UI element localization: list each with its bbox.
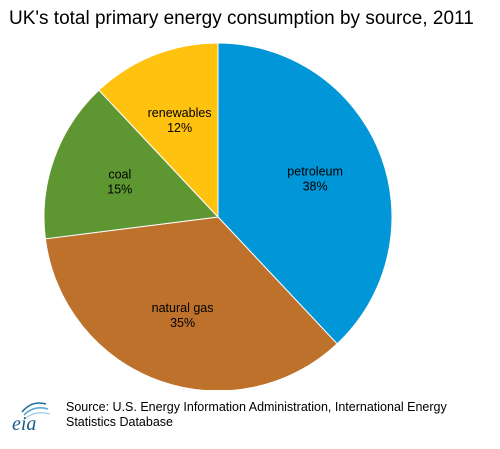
- chart-title: UK's total primary energy consumption by…: [9, 8, 474, 29]
- slice-label-petroleum: petroleum: [287, 165, 343, 179]
- slice-value-renewables: 12%: [167, 121, 192, 135]
- slice-renewables: [98, 42, 219, 219]
- slice-label-renewables: renewables: [148, 106, 212, 120]
- eia-logo: eia: [12, 402, 51, 435]
- source-text: Source: U.S. Energy Information Administ…: [66, 400, 447, 429]
- eia-logo-text: eia: [12, 413, 36, 435]
- slice-petroleum: [217, 42, 393, 345]
- pie-slices: [43, 42, 393, 390]
- slice-value-petroleum: 38%: [303, 180, 328, 194]
- source-footer: eia Source: U.S. Energy Information Admi…: [8, 396, 492, 436]
- slice-value-natural-gas: 35%: [170, 316, 195, 330]
- slice-value-coal: 15%: [107, 183, 132, 197]
- slice-label-coal: coal: [108, 168, 131, 182]
- slice-label-natural-gas: natural gas: [152, 301, 214, 315]
- slice-coal: [43, 89, 220, 240]
- slice-natural-gas: [44, 216, 338, 390]
